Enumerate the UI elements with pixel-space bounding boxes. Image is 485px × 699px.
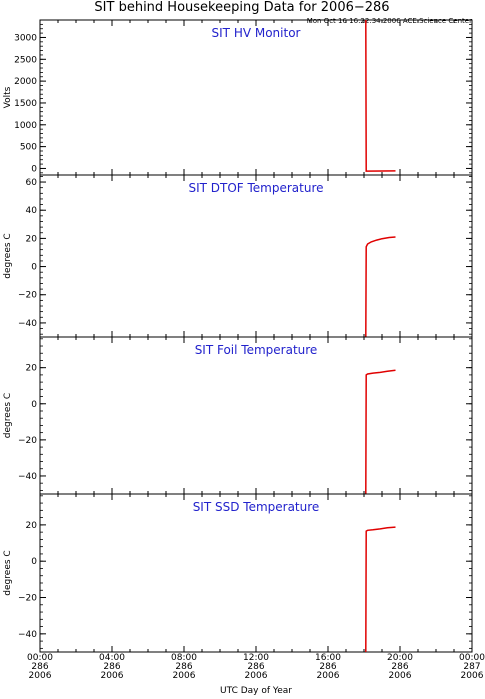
- y-tick-label: 2500: [14, 55, 37, 65]
- y-tick-label: −20: [18, 436, 37, 446]
- y-tick-label: 1500: [14, 99, 37, 109]
- x-tick-label: 2006: [317, 671, 340, 681]
- series-line: [365, 526, 396, 653]
- y-tick-label: 0: [31, 400, 37, 410]
- plot-frame: [39, 336, 473, 495]
- y-tick-label: 20: [26, 364, 38, 374]
- y-tick-label: 20: [26, 234, 38, 244]
- panel-title: SIT DTOF Temperature: [188, 181, 323, 195]
- y-tick-label: 2000: [14, 77, 37, 87]
- x-tick-label: 286: [247, 662, 264, 672]
- x-tick-label: 286: [31, 662, 48, 672]
- y-axis-label: degrees C: [3, 233, 13, 278]
- panel-2: −40 −20 0 20 40 60 degrees C SIT DTOF Temperatu…: [3, 174, 473, 338]
- timestamp: Mon Oct 16 16:22:34 2006 ACE Science Cen…: [307, 17, 472, 25]
- x-axis: 00:00286200604:00286200608:00286200612:0…: [27, 653, 485, 681]
- panel-title: SIT SSD Temperature: [193, 500, 320, 514]
- plot-frame: [39, 19, 473, 176]
- y-axis-label: Volts: [3, 86, 13, 108]
- y-tick-label: −40: [18, 472, 37, 482]
- x-tick-label: 20:00: [387, 653, 413, 663]
- x-tick-label: 286: [319, 662, 336, 672]
- x-tick-label: 00:00: [27, 653, 53, 663]
- panel-3: −40 −20 0 20 degrees C SIT Foil Temperature: [3, 336, 473, 495]
- y-tick-label: 60: [26, 178, 38, 188]
- y-tick-label: 0: [31, 557, 37, 567]
- x-tick-label: 2006: [461, 671, 484, 681]
- series-line: [365, 369, 396, 495]
- x-tick-label: 286: [391, 662, 408, 672]
- y-tick-label: −40: [18, 630, 37, 640]
- y-axis-label: degrees C: [3, 550, 13, 595]
- y-tick-label: 1000: [14, 121, 37, 131]
- x-tick-label: 08:00: [171, 653, 197, 663]
- panel-title: SIT HV Monitor: [212, 26, 301, 40]
- x-axis-label: UTC Day of Year: [220, 686, 292, 696]
- x-tick-label: 00:00: [459, 653, 485, 663]
- figure-title: SIT behind Housekeeping Data for 2006−28…: [94, 0, 389, 15]
- y-tick-label: −20: [18, 291, 37, 301]
- y-tick-label: 0: [31, 164, 37, 174]
- x-tick-label: 286: [175, 662, 192, 672]
- x-tick-label: 2006: [29, 671, 52, 681]
- x-tick-label: 2006: [389, 671, 412, 681]
- series-line: [365, 20, 396, 172]
- y-tick-label: −40: [18, 319, 37, 329]
- plot-frame: [39, 493, 473, 653]
- plot-frame: [39, 174, 473, 338]
- x-tick-label: 2006: [101, 671, 124, 681]
- x-tick-label: 286: [103, 662, 120, 672]
- y-tick-label: −20: [18, 594, 37, 604]
- y-tick-label: 0: [31, 263, 37, 273]
- x-tick-label: 2006: [245, 671, 268, 681]
- y-tick-label: 40: [26, 206, 38, 216]
- series-line: [365, 236, 396, 338]
- x-tick-label: 12:00: [243, 653, 269, 663]
- panel-1: 0 500 1000 1500 2000 2500 3000 Volts SIT HV Moni…: [3, 19, 473, 176]
- x-tick-label: 287: [463, 662, 480, 672]
- x-tick-label: 04:00: [99, 653, 125, 663]
- panel-4: −40 −20 0 20 degrees C SIT SSD Temperature: [3, 493, 473, 653]
- y-tick-label: 500: [20, 143, 37, 153]
- y-axis-label: degrees C: [3, 393, 13, 438]
- y-tick-label: 20: [26, 521, 38, 531]
- panel-title: SIT Foil Temperature: [195, 343, 318, 357]
- x-tick-label: 2006: [173, 671, 196, 681]
- y-tick-label: 3000: [14, 33, 37, 43]
- x-tick-label: 16:00: [315, 653, 341, 663]
